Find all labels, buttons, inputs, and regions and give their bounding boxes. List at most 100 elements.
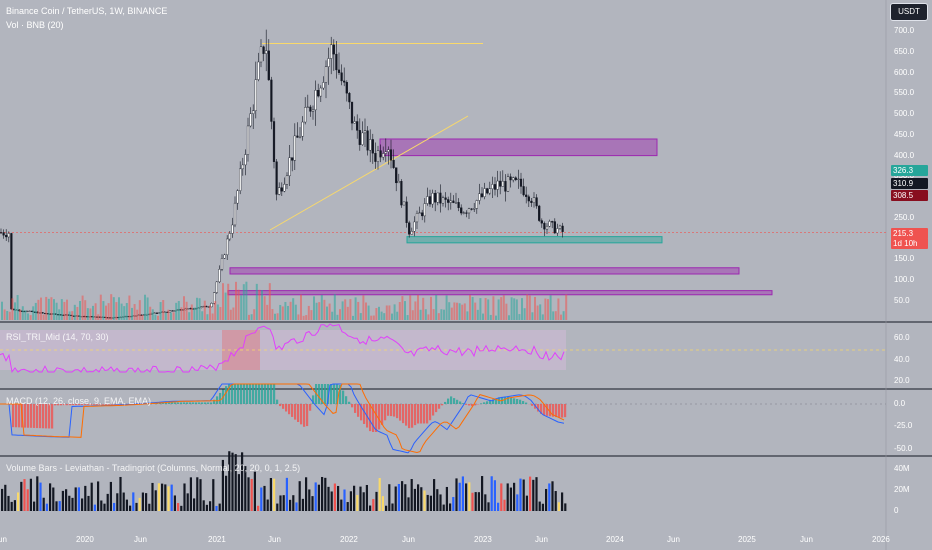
- volume-column: [276, 503, 279, 511]
- candle-body: [215, 281, 218, 293]
- volume-bar: [216, 304, 219, 320]
- volume-column: [148, 503, 151, 511]
- candle-body: [239, 168, 242, 191]
- volume-bar: [162, 300, 165, 320]
- rsi-label: RSI_TRI_Mid (14, 70, 30): [6, 332, 109, 342]
- macd-histogram: [45, 404, 48, 429]
- macd-histogram: [531, 404, 534, 406]
- macd-histogram: [69, 404, 72, 406]
- volume-bar: [463, 303, 466, 320]
- macd-histogram: [84, 404, 87, 405]
- volume-bar: [266, 304, 269, 320]
- volume-bar: [359, 313, 362, 320]
- candle-body: [402, 201, 406, 206]
- volume-column: [471, 492, 474, 511]
- volume-column: [193, 498, 196, 511]
- macd-histogram: [216, 396, 219, 404]
- candle-body: [244, 154, 247, 166]
- volume-column: [474, 492, 477, 511]
- volume-column: [97, 481, 100, 511]
- candle-body: [454, 202, 458, 204]
- volume-column: [289, 499, 292, 511]
- volume-column: [362, 492, 365, 511]
- candle-body: [210, 303, 213, 308]
- candle-body: [486, 188, 489, 194]
- macd-histogram: [420, 404, 423, 424]
- macd-line: [0, 383, 565, 454]
- macd-histogram: [474, 404, 477, 406]
- volume-bar: [331, 311, 334, 320]
- macd-histogram: [546, 404, 549, 416]
- volume-bar: [518, 314, 521, 320]
- indicator-tick: 40.0: [894, 355, 910, 364]
- volume-column: [388, 484, 391, 511]
- macd-histogram: [240, 384, 243, 404]
- candle-body: [506, 176, 510, 192]
- price-zone: [379, 138, 658, 157]
- macd-histogram: [300, 404, 303, 425]
- candle-body: [509, 176, 512, 181]
- candle-body: [457, 202, 460, 208]
- candle-body: [265, 50, 268, 54]
- volume-column: [180, 505, 183, 511]
- candle-body: [499, 180, 502, 187]
- volume-column: [113, 502, 116, 511]
- volume-column: [33, 501, 36, 511]
- volume-column: [535, 477, 538, 511]
- macd-histogram: [87, 404, 90, 405]
- macd-histogram: [552, 404, 555, 417]
- volume-bar: [128, 295, 131, 320]
- volume-bar: [84, 300, 87, 320]
- volume-bar: [203, 300, 206, 320]
- volume-bar: [144, 294, 146, 320]
- time-tick: Jun: [0, 535, 7, 544]
- currency-button[interactable]: USDT: [890, 3, 928, 21]
- macd-histogram: [408, 404, 411, 429]
- candle-body: [314, 90, 317, 111]
- volume-bar: [414, 301, 417, 320]
- candle-body: [376, 150, 380, 162]
- volume-column: [257, 505, 260, 511]
- candle-body: [324, 66, 328, 83]
- volume-bar: [8, 311, 11, 320]
- volume-column: [477, 492, 480, 511]
- macd-histogram: [27, 404, 30, 428]
- volume-bar: [245, 281, 248, 320]
- volume-bar: [471, 296, 474, 320]
- volume-column: [122, 492, 125, 511]
- macd-histogram: [336, 384, 339, 404]
- macd-histogram: [357, 404, 360, 417]
- indicator-tick: 0.0: [894, 399, 906, 408]
- volume-column: [308, 489, 311, 511]
- macd-histogram: [210, 402, 213, 404]
- macd-histogram: [30, 404, 33, 428]
- candle-body: [535, 197, 538, 207]
- macd-histogram: [201, 402, 204, 404]
- price-tick: 600.0: [894, 67, 915, 77]
- volume-bar: [365, 302, 367, 320]
- macd-histogram: [543, 404, 546, 416]
- macd-histogram: [177, 402, 180, 404]
- volume-bar: [138, 300, 141, 320]
- macd-histogram: [444, 401, 447, 404]
- volume-bar: [27, 313, 29, 320]
- macd-histogram: [354, 404, 357, 413]
- candle-body: [543, 223, 546, 230]
- candle-body: [522, 186, 525, 196]
- volume-column: [436, 489, 439, 511]
- volume-bar: [209, 305, 211, 320]
- volume-column: [189, 477, 192, 511]
- volume-column: [17, 492, 20, 511]
- volume-column: [84, 485, 87, 511]
- volume-bar: [89, 308, 92, 320]
- volume-column: [337, 485, 340, 511]
- volume-column: [410, 479, 413, 511]
- volume-column: [39, 482, 42, 511]
- macd-histogram: [171, 402, 174, 404]
- volume-bar: [32, 306, 35, 320]
- volume-column: [215, 505, 218, 511]
- macd-histogram: [510, 397, 513, 404]
- candle-body: [252, 110, 255, 114]
